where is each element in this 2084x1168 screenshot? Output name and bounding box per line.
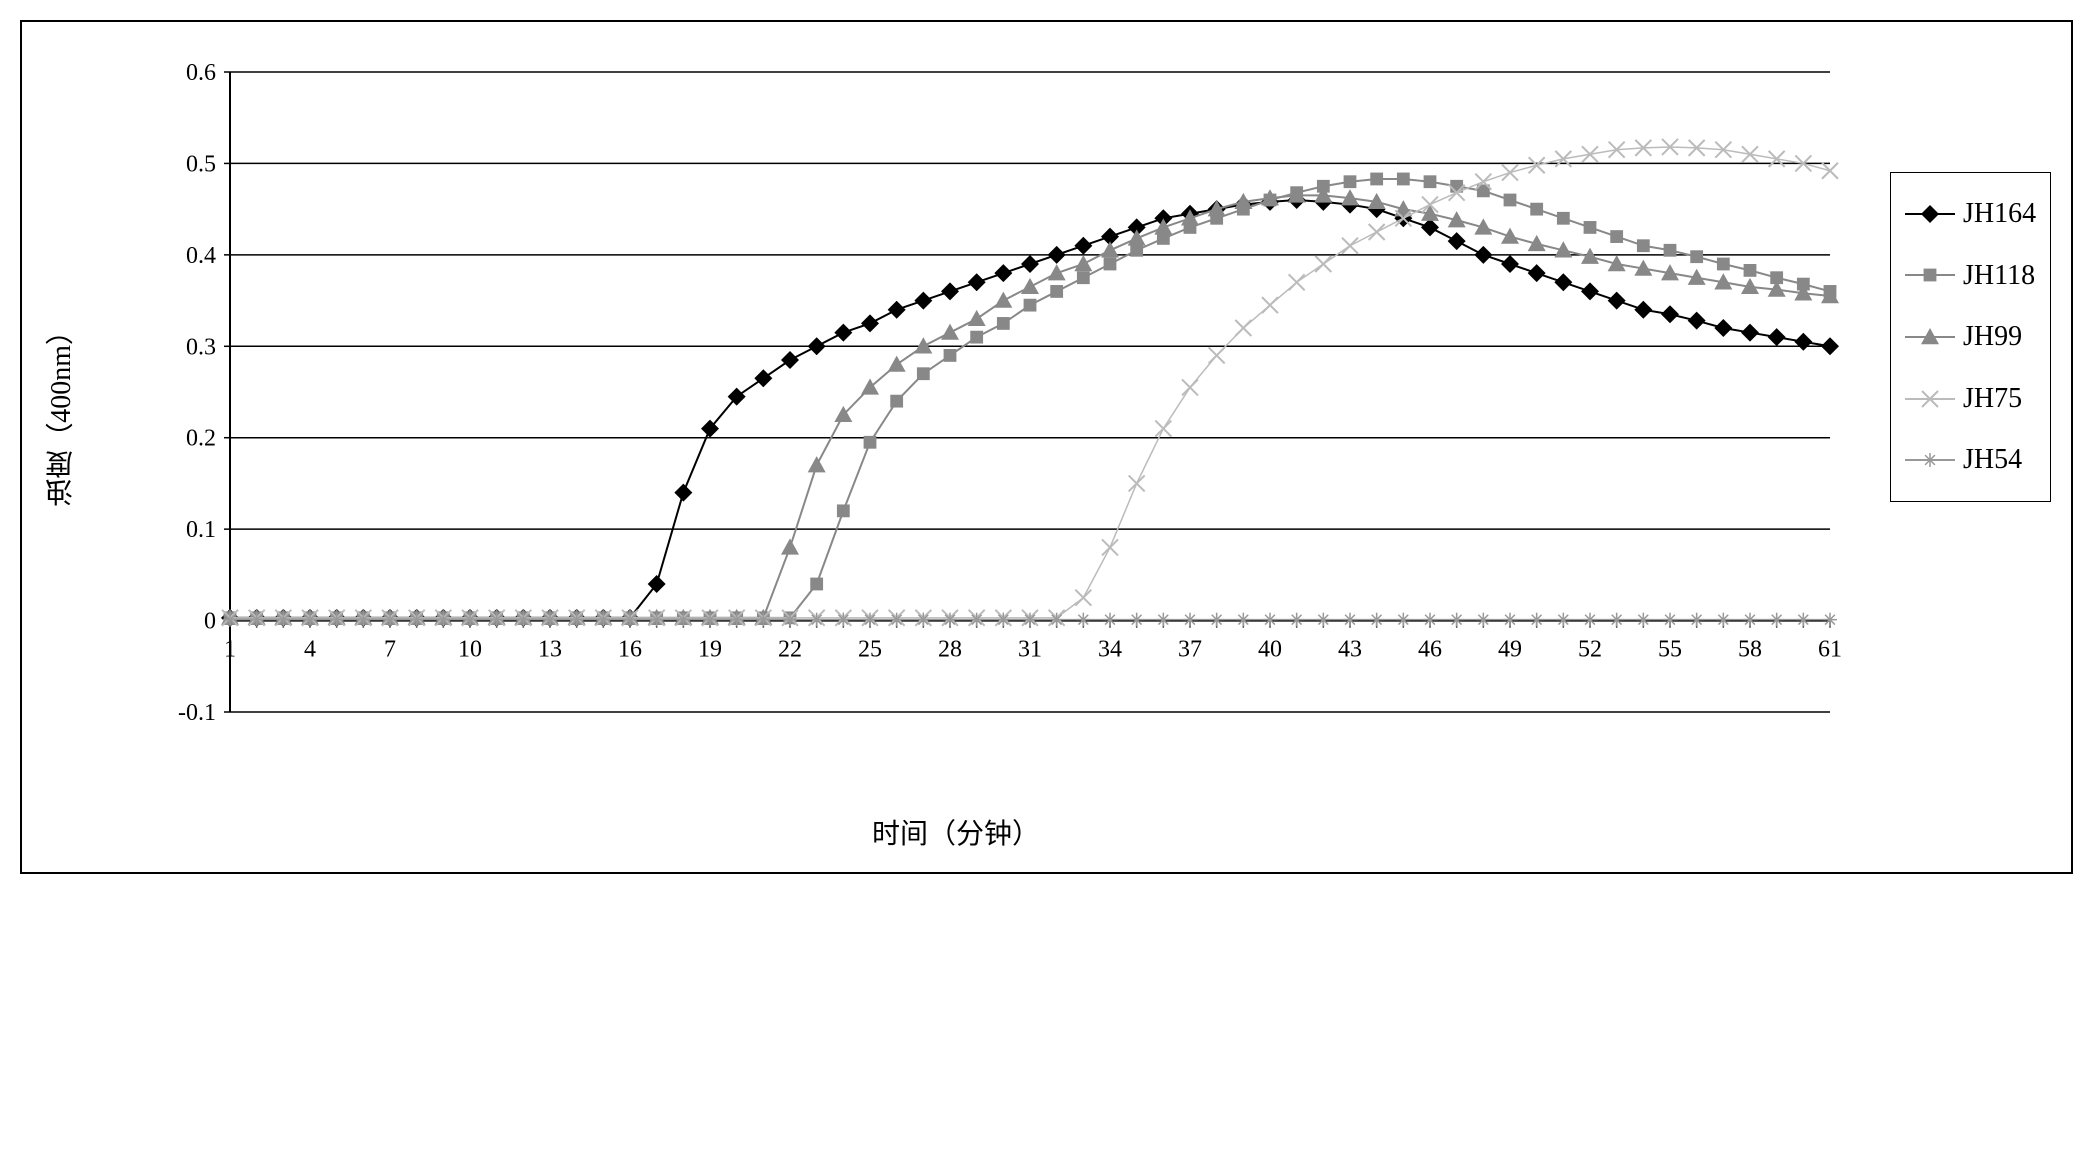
svg-text:19: 19 [698,637,722,663]
svg-text:0.3: 0.3 [186,334,216,360]
svg-text:1: 1 [224,637,236,663]
legend-label: JH75 [1963,368,2022,430]
series-JH118 [224,173,1837,625]
svg-text:46: 46 [1418,637,1442,663]
svg-text:58: 58 [1738,637,1762,663]
legend-label: JH118 [1963,245,2035,307]
series-JH99 [221,186,1839,625]
chart-main: 浊度（400nm） 1 4 7 10 13 16 19 22 25 28 31 34 37 40 43 46 4… [42,52,1870,852]
svg-text:61: 61 [1818,637,1842,663]
svg-text:0.5: 0.5 [186,151,216,177]
legend: JH164JH118JH99JH75JH54 [1890,172,2051,502]
svg-text:22: 22 [778,637,802,663]
series-JH164 [221,191,1839,627]
series-JH75 [222,139,1838,626]
legend-item-JH164: JH164 [1905,183,2036,245]
legend-item-JH75: JH75 [1905,368,2036,430]
svg-text:0.1: 0.1 [186,517,216,543]
svg-text:7: 7 [384,637,396,663]
legend-marker-JH75 [1905,387,1955,411]
legend-label: JH164 [1963,183,2036,245]
svg-text:-0.1: -0.1 [178,700,216,726]
svg-text:0.2: 0.2 [186,426,216,452]
chart-container: 浊度（400nm） 1 4 7 10 13 16 19 22 25 28 31 34 37 40 43 46 4… [20,20,2073,874]
svg-text:16: 16 [618,637,642,663]
x-axis-label: 时间（分钟） [42,812,1870,852]
legend-label: JH54 [1963,429,2022,491]
legend-item-JH54: JH54 [1905,429,2036,491]
svg-text:49: 49 [1498,637,1522,663]
svg-text:10: 10 [458,637,482,663]
svg-text:31: 31 [1018,637,1042,663]
svg-text:43: 43 [1338,637,1362,663]
legend-label: JH99 [1963,306,2022,368]
svg-text:0: 0 [204,609,216,635]
legend-marker-JH99 [1905,325,1955,349]
svg-text:25: 25 [858,637,882,663]
svg-text:34: 34 [1098,637,1122,663]
svg-text:52: 52 [1578,637,1602,663]
legend-marker-JH54 [1905,448,1955,472]
svg-text:0.6: 0.6 [186,60,216,86]
y-axis-label: 浊度（400nm） [42,317,82,507]
svg-text:55: 55 [1658,637,1682,663]
legend-item-JH99: JH99 [1905,306,2036,368]
svg-text:0.4: 0.4 [186,243,216,269]
chart-plot-area: 浊度（400nm） 1 4 7 10 13 16 19 22 25 28 31 34 37 40 43 46 4… [42,52,1870,772]
svg-text:13: 13 [538,637,562,663]
svg-text:37: 37 [1178,637,1202,663]
legend-marker-JH118 [1905,263,1955,287]
svg-text:4: 4 [304,637,316,663]
chart-body: 浊度（400nm） 1 4 7 10 13 16 19 22 25 28 31 34 37 40 43 46 4… [42,52,2051,852]
svg-text:28: 28 [938,637,962,663]
chart-svg: 1 4 7 10 13 16 19 22 25 28 31 34 37 40 43 46 49 52 55 58 61 -… [90,52,1870,772]
svg-text:40: 40 [1258,637,1282,663]
legend-marker-JH164 [1905,202,1955,226]
legend-item-JH118: JH118 [1905,245,2036,307]
